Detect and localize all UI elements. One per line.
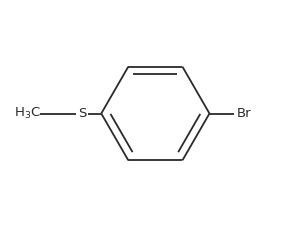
Text: Br: Br <box>237 107 252 120</box>
Text: S: S <box>78 107 86 120</box>
Text: H$_3$C: H$_3$C <box>14 106 41 121</box>
